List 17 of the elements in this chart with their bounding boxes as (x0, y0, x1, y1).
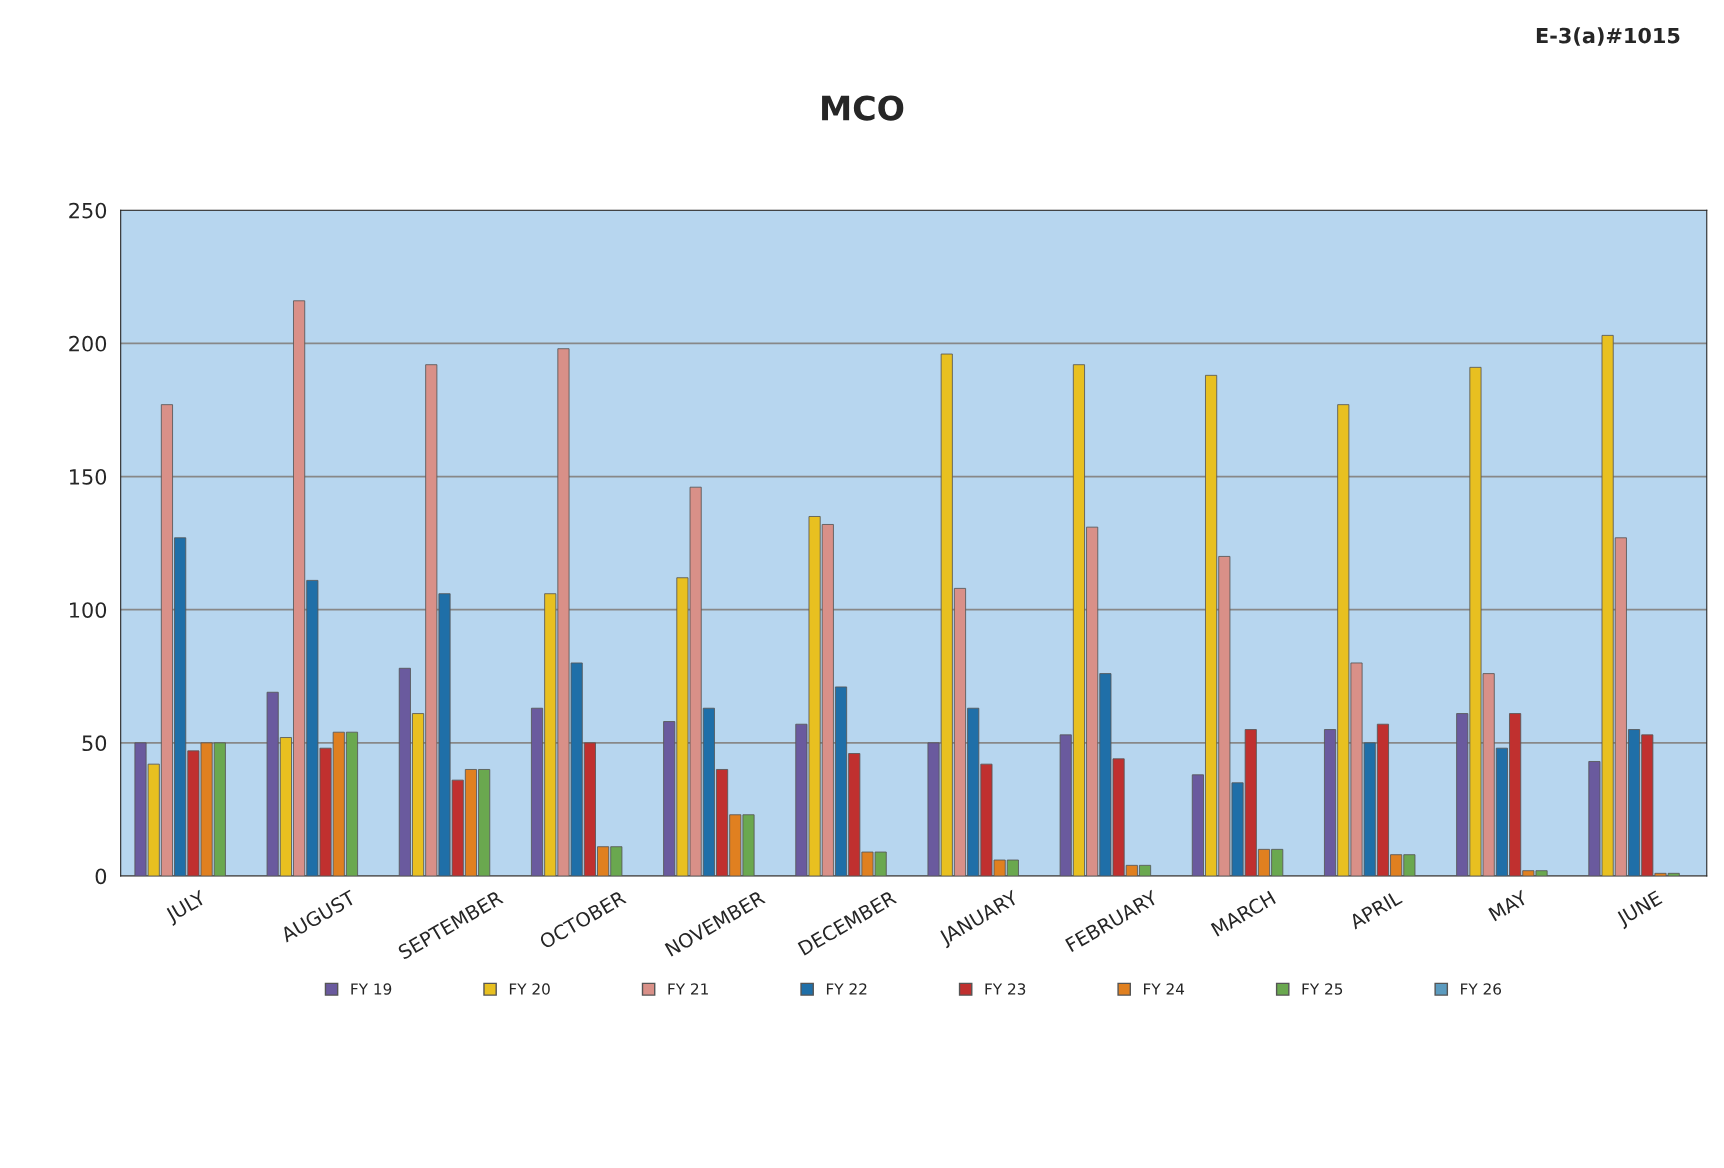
x-tick-label: MAY (1488, 889, 1529, 922)
legend-label: FY 22 (826, 983, 867, 995)
y-tick-label: 250 (69, 202, 107, 219)
y-tick-label: 100 (70, 602, 107, 618)
legend-label: FY 19 (351, 983, 392, 995)
y-tick-label: 50 (82, 735, 107, 752)
y-tick-label: 200 (69, 335, 107, 352)
text: E-3(a)#1015 (1536, 27, 1680, 46)
legend-label: FY 25 (1302, 983, 1343, 995)
y-tick-label: 0 (95, 868, 107, 885)
legend-label: FY 26 (1461, 983, 1502, 995)
chart-title: MCO (822, 95, 904, 121)
legend-label: FY 21 (668, 983, 708, 995)
y-tick-label: 150 (70, 469, 107, 485)
legend-label: FY 23 (985, 983, 1026, 995)
legend-label: FY 20 (509, 983, 550, 995)
legend-label: FY 24 (1144, 983, 1185, 995)
